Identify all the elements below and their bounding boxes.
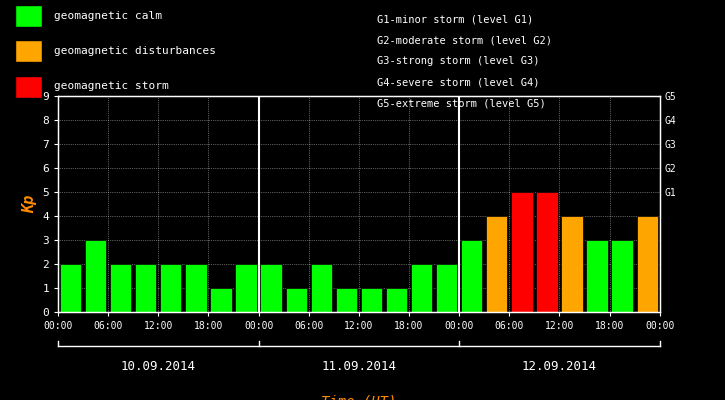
Text: Time (UT): Time (UT)	[321, 394, 397, 400]
Bar	[336, 288, 357, 312]
Bar	[386, 288, 407, 312]
Bar	[511, 192, 532, 312]
Bar	[587, 240, 608, 312]
Bar	[536, 192, 558, 312]
Bar	[260, 264, 282, 312]
Bar	[286, 288, 307, 312]
Text: 12.09.2014: 12.09.2014	[522, 360, 597, 372]
Bar	[611, 240, 633, 312]
Bar	[361, 288, 382, 312]
Text: 10.09.2014: 10.09.2014	[121, 360, 196, 372]
Bar	[411, 264, 432, 312]
Bar	[310, 264, 332, 312]
Bar	[637, 216, 658, 312]
Y-axis label: Kp: Kp	[22, 195, 37, 213]
Text: geomagnetic calm: geomagnetic calm	[54, 11, 162, 21]
Bar	[210, 288, 231, 312]
Bar	[160, 264, 181, 312]
Bar	[561, 216, 583, 312]
Text: G3-strong storm (level G3): G3-strong storm (level G3)	[377, 56, 539, 66]
Bar	[486, 216, 507, 312]
Text: G1-minor storm (level G1): G1-minor storm (level G1)	[377, 14, 534, 24]
Bar	[436, 264, 457, 312]
Text: G4-severe storm (level G4): G4-severe storm (level G4)	[377, 78, 539, 88]
Bar	[135, 264, 157, 312]
Bar	[186, 264, 207, 312]
Text: geomagnetic disturbances: geomagnetic disturbances	[54, 46, 216, 56]
Text: G5-extreme storm (level G5): G5-extreme storm (level G5)	[377, 99, 546, 109]
Text: geomagnetic storm: geomagnetic storm	[54, 81, 169, 91]
Bar	[85, 240, 107, 312]
Text: G2-moderate storm (level G2): G2-moderate storm (level G2)	[377, 35, 552, 45]
Bar	[110, 264, 131, 312]
Text: 11.09.2014: 11.09.2014	[321, 360, 397, 372]
Bar	[461, 240, 482, 312]
Bar	[60, 264, 81, 312]
Bar	[236, 264, 257, 312]
